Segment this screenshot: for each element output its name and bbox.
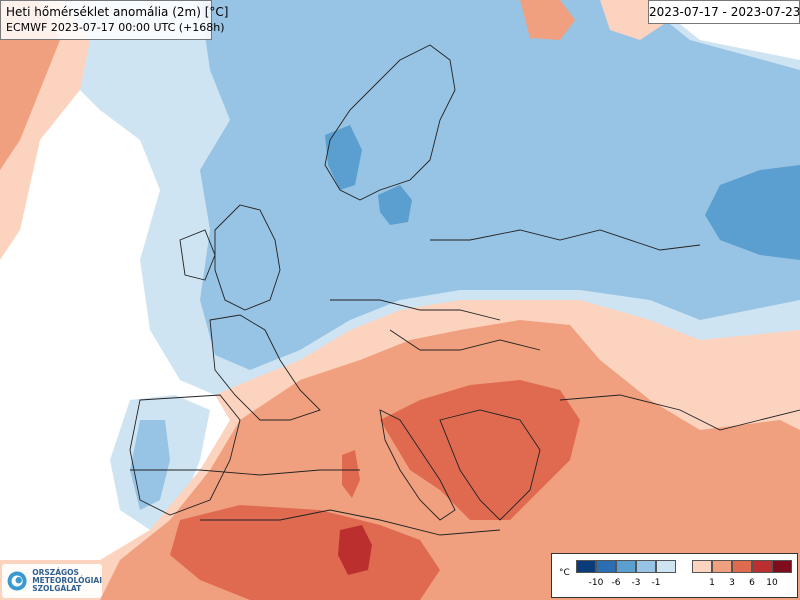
legend-swatch-plus1	[712, 560, 732, 573]
map-title: Heti hőmérséklet anomália (2m) [°C]	[6, 5, 229, 19]
omsz-logo-text: ORSZÁGOS METEOROLÓGIAI SZOLGÁLAT	[32, 568, 102, 593]
warm-anomaly-ne	[520, 0, 575, 40]
legend-tick-plus1: 1	[709, 578, 715, 588]
legend-tick-plus6: 6	[749, 578, 755, 588]
cold-anomaly-iberia-2	[130, 420, 170, 510]
legend-swatch-plus10	[772, 560, 792, 573]
cold-anomaly-russia	[705, 165, 800, 260]
legend-swatch-plus0	[692, 560, 712, 573]
legend-tick-minus6: -6	[611, 578, 621, 588]
legend-swatch-plus3	[732, 560, 752, 573]
legend-swatch-minus6	[596, 560, 616, 573]
color-legend: °C -10 -6 -3 -1 1 3 6 10	[551, 553, 798, 598]
legend-tick-plus3: 3	[729, 578, 735, 588]
legend-swatch-minus3	[616, 560, 636, 573]
omsz-logo: ORSZÁGOS METEOROLÓGIAI SZOLGÁLAT	[2, 564, 102, 598]
legend-swatch-minus0	[656, 560, 676, 573]
legend-unit: °C	[559, 568, 570, 578]
coastlines	[129, 44, 800, 536]
warm-anomaly-africa	[170, 505, 440, 600]
cold-anomaly-norway	[325, 125, 362, 190]
warm-anomaly-core	[338, 525, 372, 575]
legend-tick-minus3: -3	[631, 578, 641, 588]
period-label: 2023-07-17 - 2023-07-23	[648, 0, 800, 24]
legend-swatch-plus6	[752, 560, 772, 573]
warm-anomaly-region-3	[380, 380, 580, 520]
cold-anomaly-region-1	[200, 0, 800, 370]
cold-anomaly-baltic	[378, 185, 412, 225]
legend-swatch-minus10	[576, 560, 596, 573]
map-title-box: Heti hőmérséklet anomália (2m) [°C] ECMW…	[0, 0, 229, 40]
legend-swatch-minus1	[636, 560, 656, 573]
warm-anomaly-corsica	[342, 450, 360, 498]
warm-anomaly-nw-2	[0, 0, 60, 170]
model-run-label: ECMWF 2023-07-17 00:00 UTC (+168h)	[6, 21, 225, 34]
legend-tick-minus1: -1	[651, 578, 661, 588]
legend-tick-plus10: 10	[766, 578, 778, 588]
legend-tick-minus10: -10	[588, 578, 604, 588]
omsz-logo-icon	[7, 571, 27, 591]
